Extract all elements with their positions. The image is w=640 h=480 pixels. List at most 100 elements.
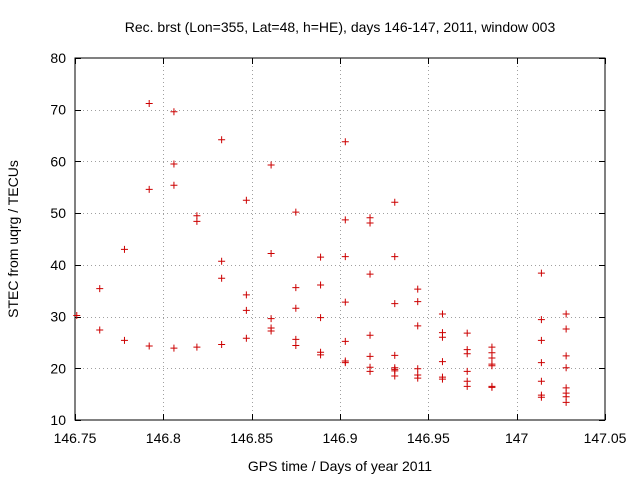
data-point — [391, 198, 399, 206]
data-point — [366, 270, 374, 278]
data-point — [218, 257, 226, 265]
data-point — [317, 314, 325, 322]
x-tick-label: 147 — [505, 430, 529, 446]
data-point — [537, 359, 545, 367]
data-point — [145, 100, 153, 108]
data-point — [267, 315, 275, 323]
x-tick-label: 147.05 — [584, 430, 627, 446]
data-point — [562, 325, 570, 333]
data-point — [438, 358, 446, 366]
data-point — [120, 336, 128, 344]
data-point — [463, 350, 471, 358]
data-point — [463, 382, 471, 390]
data-point — [391, 351, 399, 359]
chart-title: Rec. brst (Lon=355, Lat=48, h=HE), days … — [125, 19, 556, 35]
data-point — [414, 322, 422, 330]
data-point — [242, 306, 250, 314]
y-axis-tick-labels: 10 20 30 40 50 60 70 80 — [50, 50, 66, 428]
data-point — [317, 253, 325, 261]
data-point — [366, 367, 374, 375]
data-point — [414, 365, 422, 373]
x-tick-label: 146.85 — [230, 430, 273, 446]
data-point — [292, 304, 300, 312]
data-point — [463, 329, 471, 337]
x-axis-label: GPS time / Days of year 2011 — [248, 458, 432, 474]
data-point — [145, 342, 153, 350]
data-point — [562, 310, 570, 318]
data-point — [292, 335, 300, 343]
grid-lines — [75, 58, 605, 420]
data-point — [391, 253, 399, 261]
data-point — [366, 352, 374, 360]
y-tick-label: 40 — [50, 257, 66, 273]
data-point — [438, 333, 446, 341]
data-point — [562, 398, 570, 406]
y-tick-label: 70 — [50, 102, 66, 118]
data-point — [562, 364, 570, 372]
data-point — [341, 359, 349, 367]
data-point — [414, 374, 422, 382]
data-point — [96, 326, 104, 334]
data-point — [242, 334, 250, 342]
data-point — [391, 372, 399, 380]
y-axis-label: STEC from uqrg / TECUs — [5, 160, 21, 318]
data-point — [537, 336, 545, 344]
data-point — [537, 377, 545, 385]
data-point — [537, 269, 545, 277]
x-axis-tick-labels: 146.75 146.8 146.85 146.9 146.95 147 147.05 — [54, 430, 627, 446]
data-point — [414, 285, 422, 293]
data-point — [488, 354, 496, 362]
data-point — [341, 337, 349, 345]
data-point — [170, 181, 178, 189]
data-point — [562, 352, 570, 360]
data-point — [170, 344, 178, 352]
x-tick-label: 146.95 — [407, 430, 450, 446]
data-point — [267, 249, 275, 257]
data-point — [242, 196, 250, 204]
data-point — [391, 300, 399, 308]
y-tick-label: 80 — [50, 50, 66, 66]
data-point — [145, 185, 153, 193]
data-point — [366, 219, 374, 227]
y-tick-label: 30 — [50, 309, 66, 325]
data-point — [193, 343, 201, 351]
data-point — [292, 342, 300, 350]
data-point — [170, 160, 178, 168]
data-point — [341, 138, 349, 146]
data-point — [317, 281, 325, 289]
data-point — [537, 316, 545, 324]
axis-ticks — [75, 58, 606, 421]
data-point — [438, 310, 446, 318]
data-point — [488, 383, 496, 391]
data-points — [73, 100, 570, 406]
data-point — [292, 208, 300, 216]
data-point — [218, 136, 226, 144]
y-tick-label: 10 — [50, 412, 66, 428]
y-tick-label: 20 — [50, 360, 66, 376]
data-point — [366, 331, 374, 339]
y-tick-label: 50 — [50, 205, 66, 221]
data-point — [73, 312, 81, 320]
data-point — [463, 367, 471, 375]
data-point — [341, 298, 349, 306]
data-point — [414, 298, 422, 306]
data-point — [267, 161, 275, 169]
data-point — [488, 362, 496, 370]
x-tick-label: 146.9 — [322, 430, 357, 446]
data-point — [317, 351, 325, 359]
y-tick-label: 60 — [50, 153, 66, 169]
data-point — [120, 245, 128, 253]
data-point — [341, 216, 349, 224]
data-point — [242, 291, 250, 299]
data-point — [341, 253, 349, 261]
data-point — [170, 108, 178, 116]
data-point — [292, 284, 300, 292]
x-tick-label: 146.75 — [54, 430, 97, 446]
data-point — [193, 217, 201, 225]
data-point — [537, 393, 545, 401]
x-tick-label: 146.8 — [146, 430, 181, 446]
data-point — [438, 375, 446, 383]
data-point — [267, 327, 275, 335]
